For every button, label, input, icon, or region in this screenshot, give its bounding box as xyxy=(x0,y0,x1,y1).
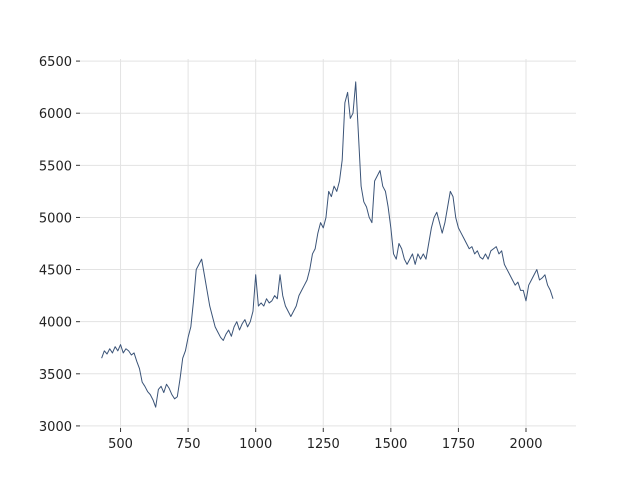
y-tick-label: 3500 xyxy=(39,368,72,383)
y-tick-label: 5000 xyxy=(39,211,72,226)
x-tick-label: 1750 xyxy=(442,437,475,452)
x-tick-label: 1250 xyxy=(307,437,340,452)
y-tick-label: 4500 xyxy=(39,264,72,279)
y-tick-label: 6000 xyxy=(39,107,72,122)
data-line xyxy=(101,81,554,408)
x-tick-label: 500 xyxy=(108,437,133,452)
y-tick-label: 3000 xyxy=(39,420,72,435)
x-tick-label: 750 xyxy=(176,437,201,452)
x-tick-label: 1500 xyxy=(374,437,407,452)
x-tick-label: 1000 xyxy=(239,437,272,452)
y-tick-label: 6500 xyxy=(39,55,72,70)
y-tick-label: 4000 xyxy=(39,316,72,331)
y-tick-label: 5500 xyxy=(39,159,72,174)
x-tick-label: 2000 xyxy=(509,437,542,452)
